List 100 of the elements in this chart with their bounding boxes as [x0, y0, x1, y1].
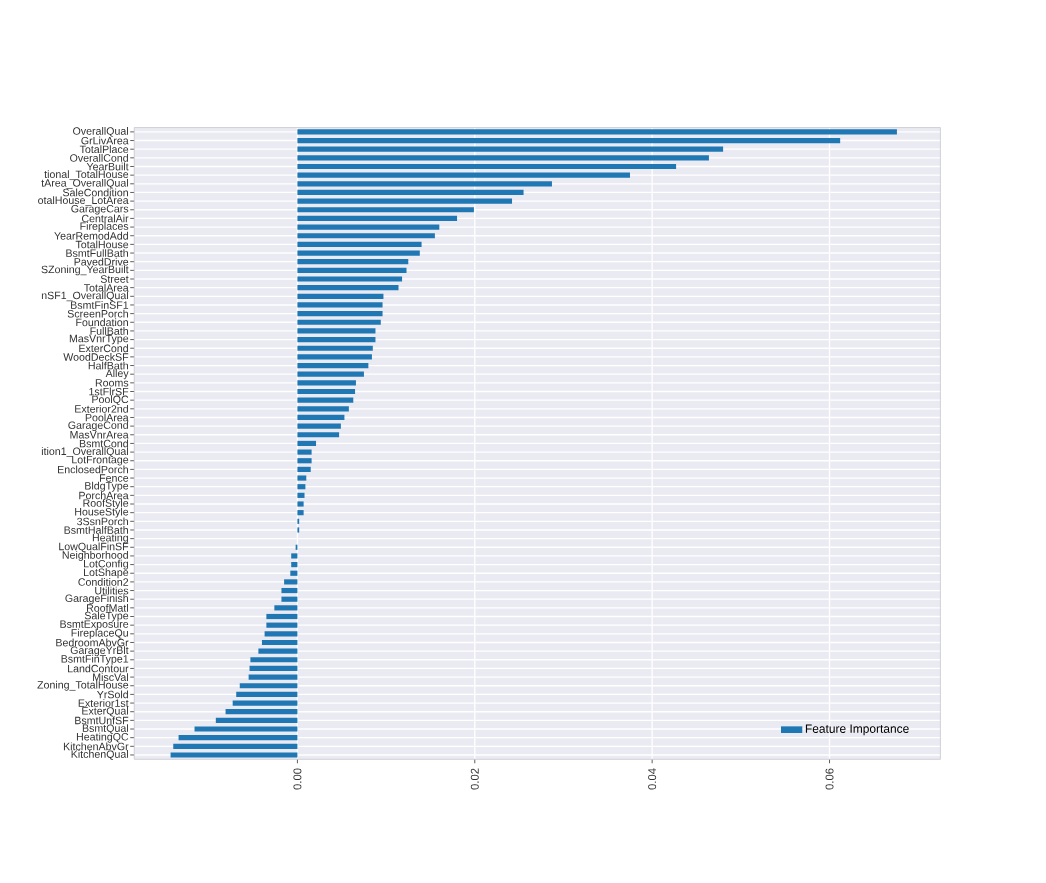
- bar: [297, 466, 311, 473]
- y-tick-label: EnclosedPorch: [58, 465, 128, 474]
- bar: [297, 155, 709, 161]
- y-tick-label: PoolQC: [92, 395, 129, 406]
- bar: [297, 233, 435, 239]
- bar: [297, 319, 381, 325]
- bar: [297, 337, 376, 343]
- bar: [291, 562, 298, 568]
- bar: [291, 553, 298, 559]
- bar: [284, 579, 298, 585]
- bar: [297, 458, 312, 464]
- y-tick-label: GarageCond: [68, 421, 128, 432]
- bar: [297, 423, 341, 429]
- y-tick-label: GarageFinish: [65, 594, 128, 605]
- y-tick-label: PoolArea: [85, 413, 129, 422]
- bar: [297, 267, 407, 273]
- bar: [249, 665, 298, 672]
- bar: [297, 181, 552, 187]
- bar: [264, 631, 298, 637]
- y-tick-label: otalHouse_LotArea: [38, 196, 129, 207]
- bar: [297, 440, 317, 447]
- bar: [297, 250, 420, 256]
- y-tick-label: 1stFlrSF: [89, 387, 129, 396]
- y-tick-label: SZoning_YearBuilt: [41, 265, 129, 276]
- y-tick-label: KitchenQual: [71, 750, 128, 760]
- bar: [261, 639, 298, 646]
- y-tick-label: SaleCondition: [62, 188, 128, 197]
- y-tick-label: LotShape: [84, 568, 129, 579]
- y-tick-label: RoofMatl: [87, 604, 128, 612]
- y-tick-label: Exterior2nd: [75, 404, 128, 413]
- y-tick-label: OverallQual: [73, 127, 128, 137]
- bar: [297, 198, 513, 204]
- y-tick-label: Alley: [105, 369, 129, 380]
- y-tick-label: BsmtCond: [79, 439, 128, 448]
- y-tick-label: OverallCond: [70, 153, 128, 162]
- y-tick-label: tional_TotalHouse: [44, 170, 129, 181]
- bar: [297, 432, 340, 438]
- legend-label: Feature Importance: [805, 724, 909, 736]
- bar: [194, 726, 298, 732]
- bar: [258, 648, 298, 654]
- bar: [297, 146, 724, 152]
- bar: [297, 345, 373, 351]
- y-tick-label: SaleType: [84, 611, 129, 622]
- y-tick-label: BsmtExposure: [60, 620, 129, 630]
- y-tick-label: FullBath: [90, 327, 128, 335]
- bar: [297, 311, 383, 317]
- y-tick-label: 3SsnPorch: [77, 517, 128, 526]
- y-tick-label: Neighborhood: [62, 551, 128, 561]
- y-tick-label: PorchArea: [79, 491, 129, 500]
- bar: [297, 484, 306, 490]
- bar: [297, 501, 304, 507]
- y-tick-label: Zoning_TotalHouse: [37, 680, 129, 691]
- y-tick-label: GarageYrBlt: [70, 646, 129, 657]
- y-tick-label: FireplaceQu: [71, 628, 128, 639]
- bar: [297, 354, 372, 360]
- bar: [297, 414, 345, 421]
- bar: [297, 224, 440, 230]
- y-tick-label: MasVnrType: [69, 334, 129, 345]
- y-tick-label: BsmtFullBath: [66, 249, 128, 257]
- y-tick-label: GrLivArea: [81, 136, 129, 145]
- y-tick-label: Utilities: [95, 586, 129, 595]
- y-tick-label: RoofStyle: [83, 499, 129, 510]
- y-tick-label: ExterQual: [82, 706, 128, 717]
- bar: [178, 735, 298, 741]
- y-tick-label: HalfBath: [88, 361, 128, 370]
- bar: [297, 207, 474, 213]
- bar: [232, 700, 298, 706]
- bar: [297, 163, 677, 170]
- bar: [297, 172, 630, 178]
- y-tick-label: WoodDeckSF: [63, 353, 129, 361]
- y-tick-label: Fireplaces: [80, 222, 129, 233]
- y-tick-label: YrSold: [96, 690, 128, 699]
- y-tick-label: Street: [100, 275, 129, 283]
- y-tick-label: BedroomAbvGr: [56, 638, 129, 647]
- x-tick-label: 0.00: [293, 768, 302, 790]
- y-tick-label: CentralAir: [81, 214, 129, 223]
- bar: [297, 241, 422, 248]
- bar: [250, 657, 298, 663]
- bar: [297, 510, 304, 516]
- y-tick-label: BldgType: [85, 481, 129, 492]
- y-tick-label: MiscVal: [93, 673, 128, 682]
- y-tick-label: Foundation: [76, 318, 128, 327]
- bar: [290, 570, 298, 576]
- bar: [297, 129, 897, 135]
- y-tick-label: HeatingQC: [76, 732, 129, 743]
- y-tick-label: BsmtUnfSF: [75, 716, 129, 725]
- y-tick-label: LotFrontage: [72, 456, 129, 466]
- bar: [297, 293, 384, 299]
- x-tick-label: 0.06: [825, 768, 834, 790]
- y-tick-label: ition1_OverallQual: [41, 447, 128, 458]
- y-tick-label: YearRemodAdd: [54, 231, 128, 240]
- y-tick-label: LowQualFinSF: [59, 542, 129, 553]
- y-tick-label: LotConfig: [84, 559, 128, 570]
- y-tick-label: Heating: [92, 533, 128, 544]
- y-tick-label: KitchenAbvGr: [63, 742, 129, 751]
- bar: [266, 622, 298, 628]
- bar: [170, 752, 298, 758]
- y-tick-label: BsmtQual: [82, 724, 128, 734]
- bar: [297, 397, 354, 403]
- y-tick-label: TotalPlace: [79, 145, 129, 154]
